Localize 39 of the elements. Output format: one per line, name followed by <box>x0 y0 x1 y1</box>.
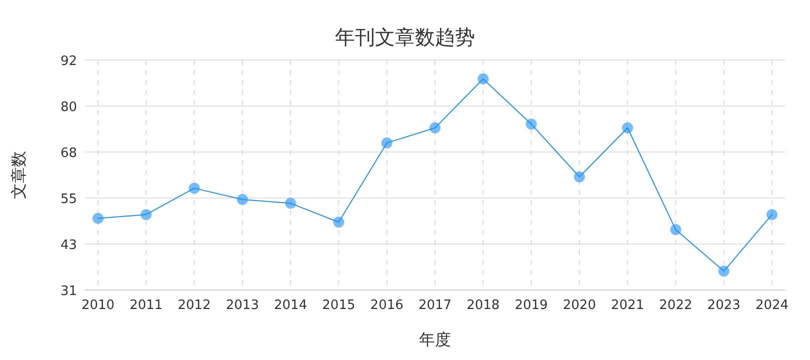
x-tick-label: 2017 <box>418 298 452 313</box>
x-tick-label: 2016 <box>370 298 404 313</box>
point <box>478 73 489 84</box>
y-tick-label: 31 <box>60 284 77 299</box>
point <box>574 171 585 182</box>
point <box>188 182 200 194</box>
point <box>333 216 344 228</box>
point <box>92 212 104 224</box>
point <box>140 209 152 220</box>
y-tick-label: 92 <box>60 54 77 69</box>
y-tick-label: 80 <box>60 100 77 115</box>
point <box>766 209 778 220</box>
x-tick-label: 2019 <box>514 298 548 313</box>
point <box>381 137 392 148</box>
point <box>622 122 634 134</box>
point <box>430 122 440 134</box>
x-tick-label: 2011 <box>130 298 163 313</box>
x-tick-label: 2024 <box>755 298 789 313</box>
point <box>670 224 682 236</box>
y-tick-label: 43 <box>60 238 77 253</box>
chart-title: 年刊文章数趋势 <box>335 25 475 49</box>
x-tick-label: 2023 <box>707 298 740 313</box>
x-tick-label: 2014 <box>274 298 308 313</box>
x-tick-label: 2013 <box>226 298 259 313</box>
x-tick-label: 2015 <box>322 298 356 313</box>
point <box>526 118 537 130</box>
point <box>285 198 296 209</box>
x-tick-label: 2018 <box>466 298 500 313</box>
x-axis-title: 年度 <box>419 330 451 349</box>
point <box>236 194 248 206</box>
point <box>718 266 730 277</box>
x-tick-label: 2021 <box>611 298 644 313</box>
y-tick-label: 55 <box>60 192 77 207</box>
x-tick-label: 2020 <box>562 298 596 313</box>
y-tick-label: 68 <box>60 146 77 161</box>
x-tick-label: 2010 <box>81 298 115 313</box>
x-tick-label: 2012 <box>178 298 211 313</box>
y-axis-title: 文章数 <box>9 151 28 199</box>
x-tick-label: 2022 <box>659 298 692 313</box>
